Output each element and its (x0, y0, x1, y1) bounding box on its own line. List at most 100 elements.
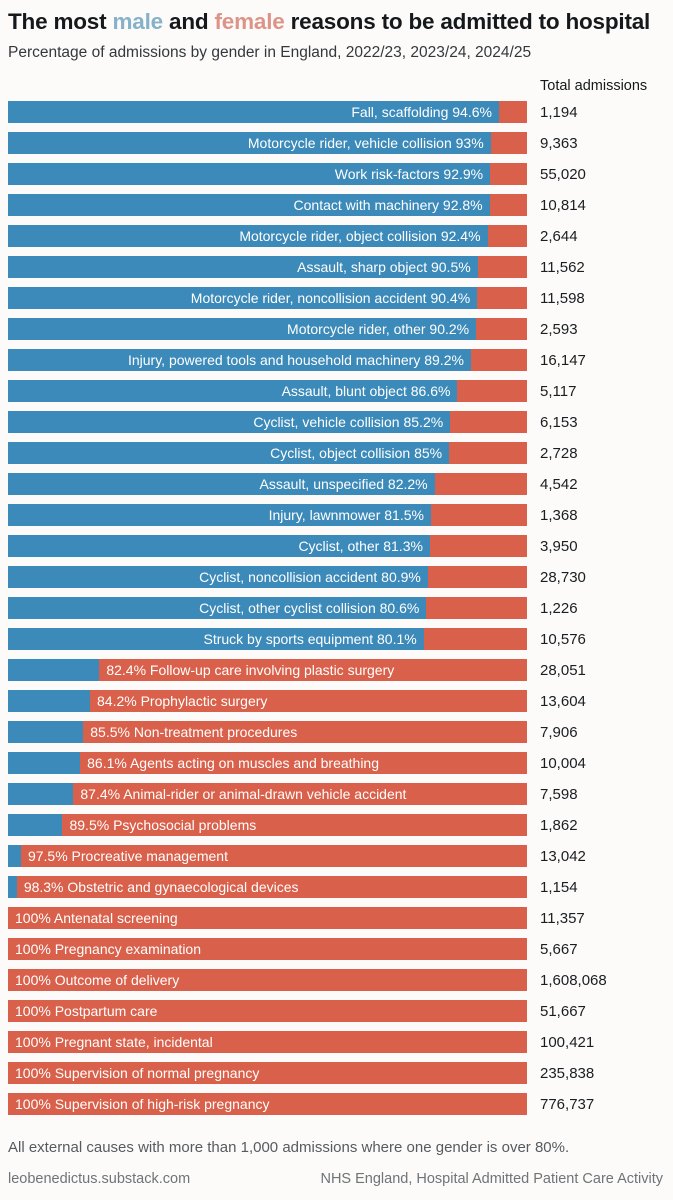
total-admissions-value: 55,020 (540, 165, 586, 183)
bar-label: 100% Supervision of high-risk pregnancy (15, 1096, 270, 1113)
bar-row: 100% Supervision of high-risk pregnancy … (8, 1093, 663, 1116)
stacked-bar: Cyclist, object collision 85% (8, 442, 527, 465)
bar-label: Cyclist, other cyclist collision 80.6% (199, 600, 420, 617)
bar-label: Cyclist, other 81.3% (298, 538, 423, 555)
bar-row: Motorcycle rider, object collision 92.4%… (8, 225, 663, 248)
stacked-bar: 100% Supervision of high-risk pregnancy (8, 1093, 527, 1116)
male-bar-segment: Cyclist, vehicle collision 85.2% (8, 411, 451, 434)
stacked-bar: Assault, unspecified 82.2% (8, 473, 527, 496)
total-admissions-value: 13,042 (540, 847, 586, 865)
total-admissions-value: 9,363 (540, 134, 578, 152)
total-admissions-value: 1,226 (540, 599, 578, 617)
source-left: leobenedictus.substack.com (8, 1171, 191, 1188)
total-admissions-value: 28,730 (540, 568, 586, 586)
total-admissions-value: 28,051 (540, 661, 586, 679)
stacked-bar: 84.2% Prophylactic surgery (8, 690, 527, 713)
stacked-bar: Assault, sharp object 90.5% (8, 256, 527, 279)
bar-label: Fall, scaffolding 94.6% (351, 104, 492, 121)
bar-label: Assault, blunt object 86.6% (281, 383, 451, 400)
bar-label: 100% Supervision of normal pregnancy (15, 1065, 260, 1082)
total-admissions-value: 1,608,068 (540, 971, 607, 989)
total-admissions-value: 16,147 (540, 351, 586, 369)
stacked-bar: 98.3% Obstetric and gynaecological devic… (8, 876, 527, 899)
stacked-bar: Motorcycle rider, object collision 92.4% (8, 225, 527, 248)
female-bar-segment (489, 194, 527, 217)
source-row: leobenedictus.substack.com NHS England, … (8, 1171, 663, 1187)
male-bar-segment: Struck by sports equipment 80.1% (8, 628, 424, 651)
total-admissions-value: 10,814 (540, 196, 586, 214)
bar-label: 87.4% Animal-rider or animal-drawn vehic… (80, 786, 407, 803)
bar-row: Motorcycle rider, other 90.2% 2,593 (8, 318, 663, 341)
bar-label: 98.3% Obstetric and gynaecological devic… (23, 879, 299, 896)
stacked-bar: Struck by sports equipment 80.1% (8, 628, 527, 651)
bar-label: Injury, powered tools and household mach… (127, 352, 464, 369)
stacked-bar: 100% Pregnancy examination (8, 938, 527, 961)
total-admissions-value: 13,604 (540, 692, 586, 710)
female-bar-segment (470, 349, 527, 372)
stacked-bar: 85.5% Non-treatment procedures (8, 721, 527, 744)
bar-row: Cyclist, object collision 85% 2,728 (8, 442, 663, 465)
bar-label: 89.5% Psychosocial problems (69, 817, 257, 834)
female-bar-segment: 84.2% Prophylactic surgery (90, 690, 527, 713)
stacked-bar: 100% Antenatal screening (8, 907, 527, 930)
bar-label: Contact with machinery 92.8% (293, 197, 483, 214)
bar-row: 85.5% Non-treatment procedures 7,906 (8, 721, 663, 744)
female-bar-segment: 100% Pregnant state, incidental (8, 1031, 527, 1054)
male-bar-segment (8, 690, 90, 713)
stacked-bar: Motorcycle rider, noncollision accident … (8, 287, 527, 310)
total-admissions-value: 11,598 (540, 289, 585, 307)
female-bar-segment: 100% Pregnancy examination (8, 938, 527, 961)
bar-label: 86.1% Agents acting on muscles and breat… (87, 755, 380, 772)
female-bar-segment (434, 473, 527, 496)
bar-row: 97.5% Procreative management 13,042 (8, 845, 663, 868)
bar-label: 100% Antenatal screening (15, 910, 178, 927)
title-conjunction: and (162, 9, 215, 34)
male-bar-segment: Motorcycle rider, vehicle collision 93% (8, 132, 491, 155)
bar-label: 100% Pregnant state, incidental (15, 1034, 213, 1051)
male-bar-segment (8, 814, 63, 837)
total-admissions-value: 235,838 (540, 1064, 595, 1082)
female-bar-segment: 89.5% Psychosocial problems (62, 814, 527, 837)
male-bar-segment: Motorcycle rider, noncollision accident … (8, 287, 478, 310)
female-bar-segment: 100% Antenatal screening (8, 907, 527, 930)
bar-rows: Fall, scaffolding 94.6% 1,194 Motorcycle… (8, 101, 663, 1116)
female-bar-segment: 98.3% Obstetric and gynaecological devic… (16, 876, 527, 899)
female-bar-segment (457, 380, 527, 403)
header-spacer (8, 78, 527, 94)
total-admissions-value: 1,194 (540, 103, 578, 121)
bar-row: Motorcycle rider, vehicle collision 93% … (8, 132, 663, 155)
bar-label: 84.2% Prophylactic surgery (97, 693, 268, 710)
bar-label: 85.5% Non-treatment procedures (90, 724, 298, 741)
female-bar-segment: 86.1% Agents acting on muscles and breat… (80, 752, 527, 775)
male-bar-segment: Cyclist, other cyclist collision 80.6% (8, 597, 427, 620)
male-bar-segment (8, 752, 81, 775)
bar-row: 100% Pregnant state, incidental 100,421 (8, 1031, 663, 1054)
female-bar-segment (423, 628, 527, 651)
bar-row: Injury, lawnmower 81.5% 1,368 (8, 504, 663, 527)
title-male-word: male (112, 9, 163, 34)
bar-label: Motorcycle rider, other 90.2% (287, 321, 470, 338)
male-bar-segment (8, 876, 17, 899)
bar-row: 89.5% Psychosocial problems 1,862 (8, 814, 663, 837)
female-bar-segment (430, 504, 527, 527)
bar-row: 82.4% Follow-up care involving plastic s… (8, 659, 663, 682)
bar-label: Assault, unspecified 82.2% (259, 476, 428, 493)
stacked-bar: Injury, lawnmower 81.5% (8, 504, 527, 527)
stacked-bar-chart: Total admissions Fall, scaffolding 94.6%… (8, 78, 663, 1116)
female-bar-segment (450, 411, 527, 434)
male-bar-segment: Injury, lawnmower 81.5% (8, 504, 431, 527)
female-bar-segment: 97.5% Procreative management (20, 845, 527, 868)
title-prefix: The most (8, 9, 113, 34)
male-bar-segment: Injury, powered tools and household mach… (8, 349, 471, 372)
stacked-bar: 100% Postpartum care (8, 1000, 527, 1023)
male-bar-segment: Fall, scaffolding 94.6% (8, 101, 499, 124)
stacked-bar: 97.5% Procreative management (8, 845, 527, 868)
male-bar-segment (8, 783, 74, 806)
bar-label: 100% Postpartum care (15, 1003, 158, 1020)
chart-subtitle: Percentage of admissions by gender in En… (8, 44, 532, 62)
stacked-bar: Cyclist, noncollision accident 80.9% (8, 566, 527, 589)
stacked-bar: 82.4% Follow-up care involving plastic s… (8, 659, 527, 682)
male-bar-segment: Assault, unspecified 82.2% (8, 473, 435, 496)
title-female-word: female (214, 9, 285, 34)
